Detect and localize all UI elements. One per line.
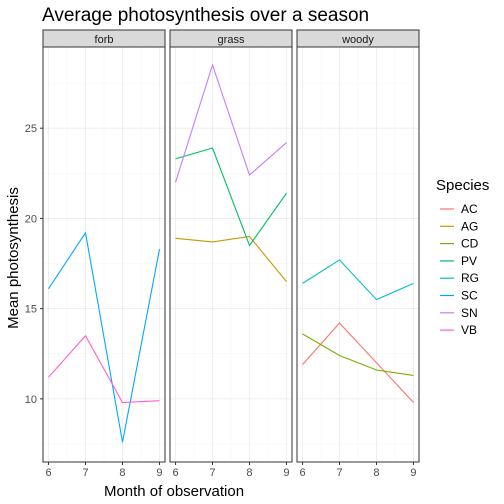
y-tick-label: 20: [25, 213, 37, 225]
x-tick-label: 8: [119, 467, 125, 479]
x-tick-label: 6: [45, 467, 51, 479]
legend-item-pv: PV: [440, 254, 477, 268]
x-axis-title: Month of observation: [104, 483, 244, 500]
strip-label-forb: forb: [95, 34, 114, 46]
x-axis-woody: 6 7 8 9: [299, 462, 417, 479]
series-line-pv-grass: [175, 147, 287, 247]
x-tick-label: 9: [156, 467, 162, 479]
series-line-cd-woody: [302, 333, 414, 376]
legend-item-ag: AG: [440, 219, 478, 233]
gridlines: [43, 47, 165, 462]
legend-label: AG: [461, 219, 478, 233]
x-tick-label: 6: [172, 467, 178, 479]
legend-label: CD: [461, 237, 479, 251]
x-axis-forb: 6 7 8 9: [45, 462, 163, 479]
legend-item-rg: RG: [440, 271, 479, 285]
legend-label: PV: [461, 254, 477, 268]
legend-label: VB: [461, 323, 477, 337]
x-tick-label: 8: [246, 467, 252, 479]
panel-border: [42, 46, 166, 463]
legend-label: RG: [461, 271, 479, 285]
y-tick-label: 25: [25, 123, 37, 135]
y-axis: 10 15 20 25: [25, 123, 43, 406]
x-tick-label: 6: [299, 467, 305, 479]
panel-forb: forb 6 7 8 9: [42, 29, 166, 479]
chart-title: Average photosynthesis over a season: [42, 5, 369, 26]
x-axis-grass: 6 7 8 9: [172, 462, 290, 479]
x-tick-label: 7: [82, 467, 88, 479]
panel-woody: woody 6 7 8 9: [296, 29, 420, 479]
gridlines: [297, 47, 419, 462]
y-tick-label: 10: [25, 394, 37, 406]
series-line-ag-grass: [175, 235, 287, 282]
x-tick-label: 7: [209, 467, 215, 479]
x-tick-label: 8: [373, 467, 379, 479]
series-line-vb-forb: [48, 334, 160, 404]
x-tick-label: 9: [283, 467, 289, 479]
panel-grass: grass 6 7 8 9: [169, 29, 293, 479]
y-axis-title: Mean photosynthesis: [5, 187, 22, 329]
x-tick-label: 9: [410, 467, 416, 479]
legend-item-cd: CD: [440, 237, 479, 251]
legend-item-sn: SN: [440, 306, 478, 320]
panel-border: [296, 46, 420, 463]
series-line-rg-woody: [302, 259, 414, 301]
legend-label: SC: [461, 289, 478, 303]
legend-item-sc: SC: [440, 289, 478, 303]
gridlines: [170, 47, 292, 462]
strip-label-woody: woody: [341, 34, 374, 46]
x-tick-label: 7: [336, 467, 342, 479]
series-line-sn-grass: [174, 63, 287, 183]
legend: Species AC AG CD PV RG SC SN VB: [436, 177, 489, 337]
strip-label-grass: grass: [218, 34, 245, 46]
legend-item-ac: AC: [440, 202, 478, 216]
legend-item-vb: VB: [440, 323, 477, 337]
legend-label: SN: [461, 306, 478, 320]
y-tick-label: 15: [25, 304, 37, 316]
facet-panels: forb 6 7 8 9 grass 6 7 8 9 woody 6 7 8 9: [42, 29, 420, 479]
series-line-ac-woody: [302, 322, 414, 403]
legend-title: Species: [436, 177, 489, 194]
series-line-sc-forb: [48, 231, 161, 443]
legend-label: AC: [461, 202, 478, 216]
panel-border: [169, 46, 293, 463]
